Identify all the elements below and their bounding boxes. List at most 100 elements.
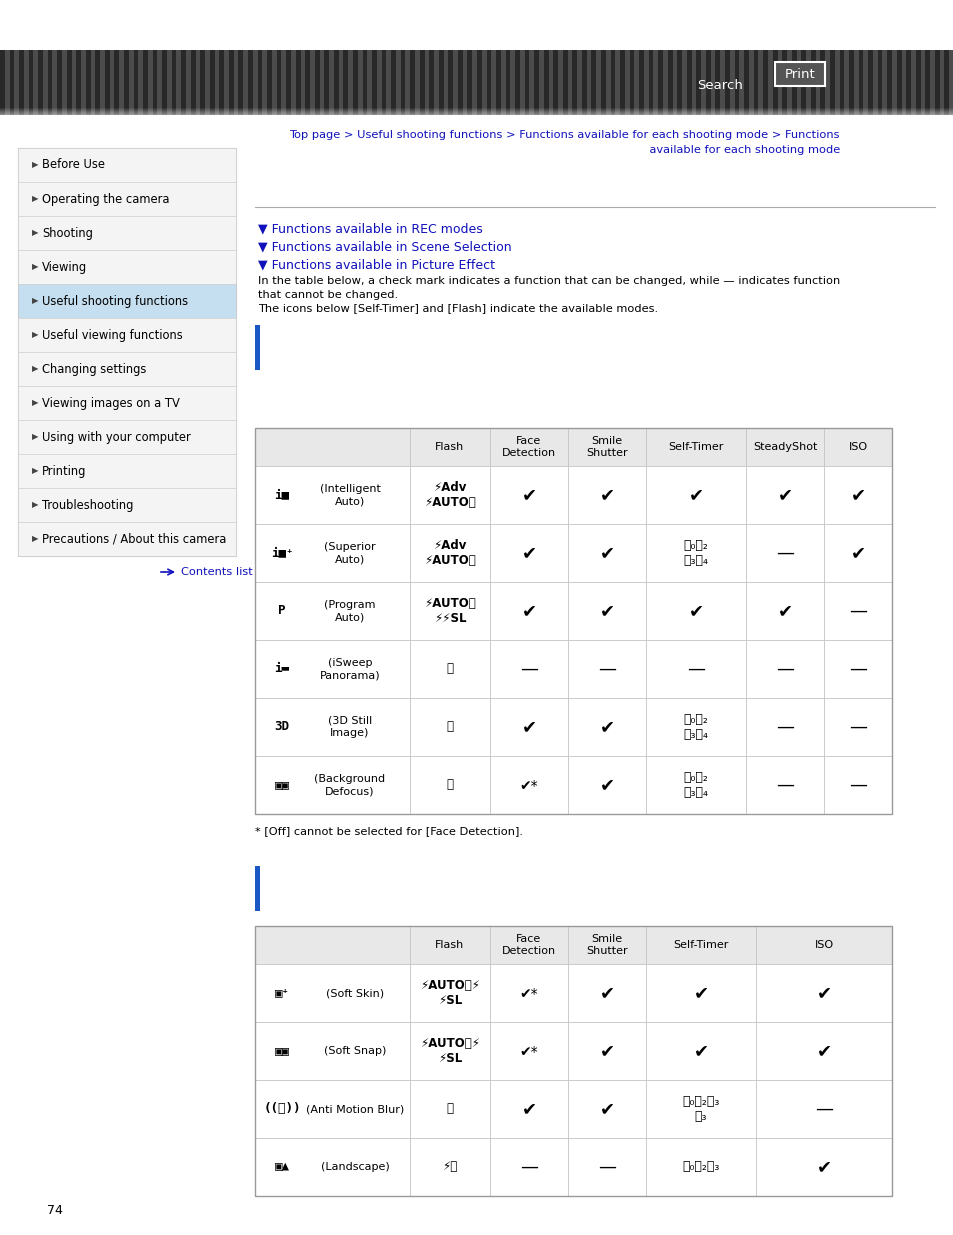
- Bar: [745, 429, 823, 466]
- Bar: [219, 49, 224, 115]
- Bar: [429, 49, 434, 115]
- Bar: [805, 49, 810, 115]
- Bar: [490, 466, 567, 524]
- Bar: [858, 49, 862, 115]
- Bar: [515, 49, 519, 115]
- Text: (Superior
Auto): (Superior Auto): [324, 542, 375, 564]
- Text: ✔: ✔: [816, 984, 831, 1002]
- Bar: [18, 148, 235, 182]
- Bar: [882, 49, 886, 115]
- Text: ✔: ✔: [598, 543, 614, 562]
- Bar: [257, 49, 262, 115]
- Text: ✔*: ✔*: [519, 778, 537, 792]
- Bar: [119, 49, 124, 115]
- Bar: [658, 49, 662, 115]
- Bar: [519, 49, 524, 115]
- Bar: [667, 49, 672, 115]
- Bar: [286, 49, 291, 115]
- Bar: [643, 49, 648, 115]
- Bar: [567, 926, 645, 965]
- Bar: [254, 524, 410, 582]
- Bar: [755, 1023, 891, 1079]
- Bar: [891, 49, 896, 115]
- Bar: [462, 49, 467, 115]
- Bar: [948, 49, 953, 115]
- Text: ⚡AUTOⓈ⚡
⚡SL: ⚡AUTOⓈ⚡ ⚡SL: [419, 1037, 479, 1065]
- Bar: [353, 49, 357, 115]
- Bar: [438, 49, 443, 115]
- Bar: [848, 49, 853, 115]
- Bar: [52, 49, 57, 115]
- Bar: [410, 429, 490, 466]
- Text: Search: Search: [697, 79, 742, 93]
- Bar: [24, 49, 29, 115]
- Bar: [886, 49, 891, 115]
- Text: ✔: ✔: [598, 487, 614, 504]
- Bar: [558, 49, 562, 115]
- Bar: [254, 756, 410, 814]
- Bar: [367, 49, 372, 115]
- Bar: [724, 49, 729, 115]
- Text: (iSweep
Panorama): (iSweep Panorama): [319, 658, 380, 680]
- Text: (Landscape): (Landscape): [320, 1162, 389, 1172]
- Bar: [18, 454, 235, 488]
- Bar: [839, 49, 843, 115]
- Text: ▣▣: ▣▣: [274, 1045, 289, 1057]
- Bar: [823, 640, 891, 698]
- Bar: [490, 1137, 567, 1195]
- Bar: [443, 49, 448, 115]
- Bar: [410, 524, 490, 582]
- Text: ▶: ▶: [32, 535, 38, 543]
- Bar: [619, 49, 624, 115]
- Bar: [743, 49, 748, 115]
- Bar: [645, 698, 745, 756]
- Bar: [745, 698, 823, 756]
- Bar: [823, 429, 891, 466]
- Bar: [639, 49, 643, 115]
- Bar: [829, 49, 834, 115]
- Text: ✔: ✔: [598, 1100, 614, 1118]
- Bar: [343, 49, 348, 115]
- Bar: [254, 466, 410, 524]
- Bar: [645, 640, 745, 698]
- Bar: [310, 49, 314, 115]
- Text: ▣⁺: ▣⁺: [274, 987, 289, 999]
- Text: Top page > Useful shooting functions > Functions available for each shooting mod: Top page > Useful shooting functions > F…: [289, 130, 840, 140]
- Bar: [720, 49, 724, 115]
- Bar: [419, 49, 424, 115]
- Bar: [491, 49, 496, 115]
- Bar: [567, 1137, 645, 1195]
- Text: Troubleshooting: Troubleshooting: [42, 499, 133, 511]
- Bar: [820, 49, 824, 115]
- Bar: [386, 49, 391, 115]
- Bar: [645, 756, 745, 814]
- Text: Self-Timer: Self-Timer: [673, 940, 728, 950]
- Bar: [645, 926, 755, 965]
- Bar: [745, 756, 823, 814]
- Bar: [143, 49, 148, 115]
- Text: (Soft Skin): (Soft Skin): [326, 988, 384, 998]
- Bar: [29, 49, 33, 115]
- Text: Flash: Flash: [435, 940, 464, 950]
- Text: (Program
Auto): (Program Auto): [324, 600, 375, 622]
- Bar: [681, 49, 686, 115]
- Text: Before Use: Before Use: [42, 158, 105, 172]
- Bar: [110, 49, 114, 115]
- Text: * [Off] cannot be selected for [Face Detection].: * [Off] cannot be selected for [Face Det…: [254, 826, 522, 836]
- Bar: [705, 49, 710, 115]
- Bar: [71, 49, 76, 115]
- Bar: [534, 49, 538, 115]
- Text: ⓢ₀ⓢ₂
ⓢ₃ⓢ₄: ⓢ₀ⓢ₂ ⓢ₃ⓢ₄: [682, 771, 708, 799]
- Bar: [567, 582, 645, 640]
- Bar: [600, 49, 605, 115]
- Text: —: —: [775, 776, 793, 794]
- Text: ✔: ✔: [816, 1158, 831, 1176]
- Bar: [781, 49, 786, 115]
- Bar: [448, 49, 453, 115]
- Bar: [567, 466, 645, 524]
- Text: ▼ Functions available in Scene Selection: ▼ Functions available in Scene Selection: [257, 240, 511, 253]
- Text: ✔: ✔: [688, 487, 702, 504]
- Bar: [877, 49, 882, 115]
- Bar: [567, 429, 645, 466]
- Bar: [615, 49, 619, 115]
